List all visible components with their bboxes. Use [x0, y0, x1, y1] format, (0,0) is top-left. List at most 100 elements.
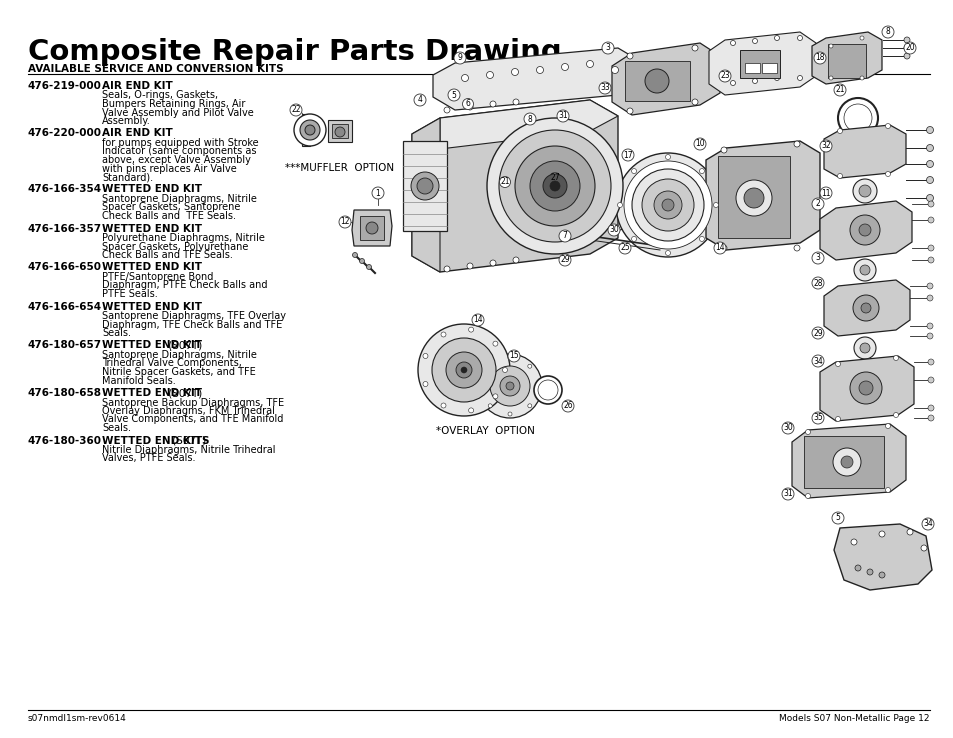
- Circle shape: [849, 372, 882, 404]
- Circle shape: [850, 539, 856, 545]
- Circle shape: [598, 82, 610, 94]
- Text: 26: 26: [562, 401, 572, 410]
- Circle shape: [811, 412, 823, 424]
- Circle shape: [866, 569, 872, 575]
- Circle shape: [456, 362, 472, 378]
- Circle shape: [631, 169, 703, 241]
- Text: 8: 8: [527, 114, 532, 123]
- Circle shape: [621, 149, 634, 161]
- Circle shape: [448, 89, 459, 101]
- Circle shape: [843, 104, 871, 132]
- Text: 34: 34: [923, 520, 932, 528]
- Circle shape: [644, 69, 668, 93]
- Circle shape: [527, 364, 531, 368]
- Text: Composite Repair Parts Drawing: Composite Repair Parts Drawing: [28, 38, 561, 66]
- Text: Seals.: Seals.: [102, 328, 131, 338]
- Circle shape: [811, 355, 823, 367]
- Text: Spacer Gaskets, Santoprene: Spacer Gaskets, Santoprene: [102, 202, 240, 213]
- Circle shape: [926, 333, 932, 339]
- Circle shape: [416, 178, 433, 194]
- Text: 14: 14: [473, 316, 482, 325]
- Text: 3: 3: [815, 253, 820, 263]
- Circle shape: [691, 99, 698, 105]
- Circle shape: [927, 405, 933, 411]
- Circle shape: [820, 187, 831, 199]
- Circle shape: [854, 565, 861, 571]
- Circle shape: [925, 126, 933, 134]
- Circle shape: [366, 264, 371, 269]
- Text: Valves, PTFE Seals.: Valves, PTFE Seals.: [102, 453, 195, 463]
- Text: Santoprene Diaphragms, Nitrile: Santoprene Diaphragms, Nitrile: [102, 194, 256, 204]
- Text: WETTED END KITS: WETTED END KITS: [102, 435, 210, 446]
- Circle shape: [927, 415, 933, 421]
- Bar: [359, 216, 384, 240]
- Circle shape: [699, 168, 703, 173]
- Bar: [740, 50, 780, 78]
- Circle shape: [926, 283, 932, 289]
- Circle shape: [467, 104, 473, 110]
- Circle shape: [835, 362, 840, 367]
- Text: Spacer Gaskets, Polyurethane: Spacer Gaskets, Polyurethane: [102, 241, 248, 252]
- Circle shape: [472, 314, 483, 326]
- Circle shape: [752, 38, 757, 44]
- Circle shape: [781, 422, 793, 434]
- Circle shape: [878, 531, 884, 537]
- Text: WETTED END KIT: WETTED END KIT: [102, 224, 202, 233]
- Text: *OVERLAY  OPTION: *OVERLAY OPTION: [436, 426, 535, 436]
- Text: above, except Valve Assembly: above, except Valve Assembly: [102, 155, 251, 165]
- Circle shape: [534, 376, 561, 404]
- Text: 30: 30: [608, 226, 618, 235]
- Text: 1: 1: [375, 188, 380, 198]
- Circle shape: [299, 120, 319, 140]
- Circle shape: [359, 258, 364, 263]
- Text: Santoprene Diaphragms, Nitrile: Santoprene Diaphragms, Nitrile: [102, 350, 256, 360]
- Text: AIR END KIT: AIR END KIT: [102, 81, 172, 91]
- Circle shape: [828, 44, 832, 48]
- Text: 29: 29: [559, 255, 569, 264]
- Text: Santoprene Backup Diaphragms, TFE: Santoprene Backup Diaphragms, TFE: [102, 398, 284, 407]
- Circle shape: [542, 174, 566, 198]
- Circle shape: [488, 364, 492, 368]
- Circle shape: [743, 188, 763, 208]
- Circle shape: [797, 75, 801, 80]
- Text: 3: 3: [605, 44, 610, 52]
- Circle shape: [858, 224, 870, 236]
- Circle shape: [618, 242, 630, 254]
- Text: 8: 8: [884, 27, 889, 36]
- Circle shape: [607, 224, 619, 236]
- Circle shape: [832, 448, 861, 476]
- Bar: [744, 63, 760, 73]
- Circle shape: [462, 98, 473, 109]
- Circle shape: [335, 127, 345, 137]
- Circle shape: [486, 118, 622, 254]
- Circle shape: [561, 63, 568, 71]
- Circle shape: [665, 154, 670, 159]
- Circle shape: [366, 222, 377, 234]
- Text: 476-220-000: 476-220-000: [28, 128, 102, 139]
- Circle shape: [665, 250, 670, 255]
- Polygon shape: [412, 100, 618, 272]
- Text: 25: 25: [619, 244, 629, 252]
- Text: Valve Components, and TFE Manifold: Valve Components, and TFE Manifold: [102, 415, 283, 424]
- Bar: [827, 44, 865, 78]
- Circle shape: [443, 107, 450, 113]
- Text: 34: 34: [812, 356, 822, 365]
- Text: Diaphragm, PTFE Check Balls and: Diaphragm, PTFE Check Balls and: [102, 280, 267, 291]
- Circle shape: [811, 277, 823, 289]
- Text: 27: 27: [550, 173, 559, 182]
- Circle shape: [498, 130, 610, 242]
- Circle shape: [460, 367, 467, 373]
- Bar: [761, 63, 776, 73]
- Circle shape: [586, 61, 593, 67]
- Text: 33: 33: [599, 83, 609, 92]
- Circle shape: [414, 94, 426, 106]
- Text: 2: 2: [815, 199, 820, 209]
- Circle shape: [477, 354, 541, 418]
- Polygon shape: [823, 125, 905, 178]
- Circle shape: [837, 173, 841, 179]
- Text: Assembly.: Assembly.: [102, 116, 151, 126]
- Text: Bumpers Retaining Rings, Air: Bumpers Retaining Rings, Air: [102, 99, 245, 109]
- Text: 476-219-000: 476-219-000: [28, 81, 102, 91]
- Circle shape: [926, 295, 932, 301]
- Text: Manifold Seals.: Manifold Seals.: [102, 376, 175, 385]
